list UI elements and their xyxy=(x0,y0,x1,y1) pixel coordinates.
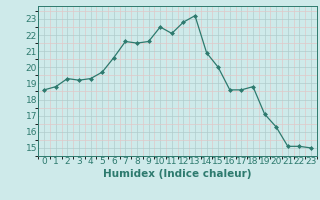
X-axis label: Humidex (Indice chaleur): Humidex (Indice chaleur) xyxy=(103,169,252,179)
